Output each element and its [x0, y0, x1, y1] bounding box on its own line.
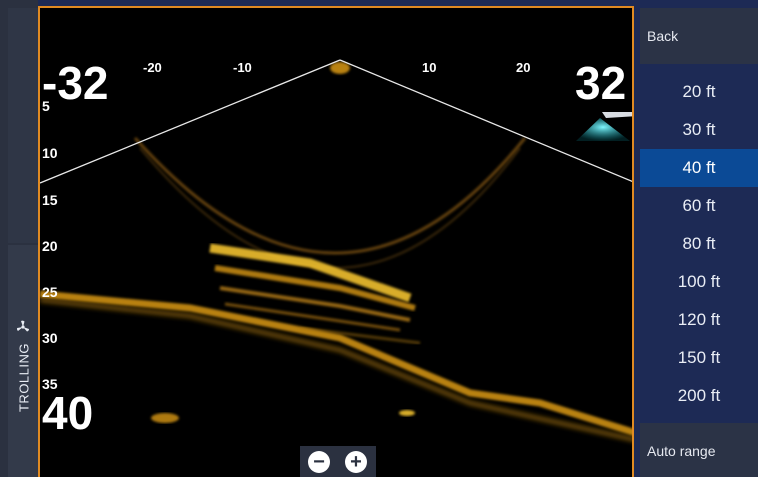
range-tick: -10 [233, 60, 252, 75]
rail-lower-panel [8, 245, 38, 477]
auto-range-button[interactable]: Auto range [640, 423, 758, 477]
depth-tick: 15 [42, 192, 58, 208]
left-range-label: -32 [42, 57, 109, 109]
right-range-label: 32 [575, 57, 627, 109]
depth-tick: 25 [42, 284, 58, 300]
trolling-label: TROLLING [16, 343, 32, 413]
range-option-200ft[interactable]: 200 ft [677, 386, 721, 405]
range-option-100ft[interactable]: 100 ft [677, 272, 721, 291]
range-option-150ft[interactable]: 150 ft [677, 348, 721, 367]
zoom-in-button[interactable]: + [345, 451, 367, 473]
rail-upper-panel [8, 8, 38, 243]
range-option-120ft[interactable]: 120 ft [677, 310, 721, 329]
zoom-out-button[interactable]: − [308, 451, 330, 473]
back-button[interactable]: Back [640, 8, 758, 64]
range-option-60ft[interactable]: 60 ft [682, 196, 716, 215]
depth-range-label: 40 [42, 387, 94, 439]
depth-tick: 20 [42, 238, 58, 254]
depth-tick: 5 [42, 98, 50, 114]
range-option-20ft[interactable]: 20 ft [682, 82, 716, 101]
depth-tick: 10 [42, 145, 58, 161]
sonar-view[interactable]: -32 32 40 -20 -10 10 20 5 10 15 20 25 30… [38, 6, 634, 477]
range-tick: -20 [143, 60, 162, 75]
range-option-80ft[interactable]: 80 ft [682, 234, 716, 253]
trolling-mode-button[interactable]: TROLLING [8, 318, 38, 418]
sonar-echo-image [40, 59, 632, 442]
range-option-40ft[interactable]: 40 ft [640, 149, 758, 187]
range-option-30ft[interactable]: 30 ft [682, 120, 716, 139]
zoom-controls: − + [300, 446, 376, 477]
depth-tick: 35 [42, 376, 58, 392]
range-menu: Back 20 ft 30 ft 40 ft 60 ft 80 ft 100 f… [637, 0, 758, 477]
transducer-beam-icon [576, 118, 630, 141]
left-rail: TROLLING [0, 0, 38, 477]
propeller-icon [16, 320, 29, 332]
depth-tick: 30 [42, 330, 58, 346]
range-tick: 10 [422, 60, 437, 75]
range-tick: 20 [516, 60, 531, 75]
